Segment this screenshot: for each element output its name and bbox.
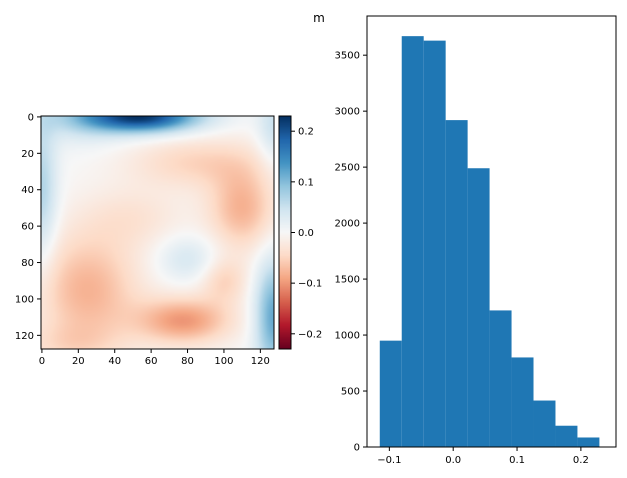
histogram-bar	[577, 437, 600, 447]
heatmap-y-tick-label: 100	[15, 294, 34, 305]
histogram-y-tick-label: 3000	[335, 107, 360, 118]
histogram-bar	[555, 425, 578, 447]
colorbar-tick-label: −0.1	[298, 279, 322, 290]
histogram-y-tick-label: 2000	[335, 219, 360, 230]
heatmap-y-tick-label: 60	[21, 222, 34, 233]
histogram-bars	[379, 36, 600, 448]
colorbar-tick-label: −0.2	[298, 329, 322, 340]
histogram-x-tick-label: 0.1	[509, 455, 525, 466]
histogram-y-tick-label: 500	[341, 387, 360, 398]
heatmap-x-tick-label: 0	[39, 356, 45, 367]
histogram-y-tick-label: 3500	[335, 51, 360, 62]
histogram-bar	[489, 310, 512, 447]
histogram-frame	[366, 15, 617, 448]
histogram-bar	[511, 357, 534, 447]
colorbar-gradient	[279, 116, 291, 349]
heatmap-x-tick-label: 80	[181, 356, 194, 367]
heatmap-y-tick-label: 40	[21, 185, 34, 196]
heatmap-x-tick-label: 40	[108, 356, 121, 367]
colorbar-tick-label: 0.2	[298, 127, 314, 138]
histogram-bar	[445, 120, 468, 447]
histogram-panel: m −0.1 0.0 0.1 0.2 0 500 1000 1500 2000 2500 3000…	[313, 11, 617, 466]
heatmap-y-axis: 0 20 40 60 80 100 120	[15, 112, 41, 342]
heatmap-y-tick-label: 80	[21, 258, 34, 269]
histogram-x-tick-label: −0.1	[377, 455, 401, 466]
histogram-y-tick-label: 2500	[335, 163, 360, 174]
histogram-x-tick-label: 0.2	[573, 455, 589, 466]
heatmap-y-tick-label: 0	[28, 112, 34, 123]
histogram-bar	[379, 340, 402, 447]
colorbar-axis: −0.2 −0.1 0.0 0.1 0.2	[291, 127, 322, 340]
heatmap-x-tick-label: 20	[72, 356, 85, 367]
histogram-y-axis: 0 500 1000 1500 2000 2500 3000 3500	[335, 51, 367, 454]
histogram-x-tick-label: 0.0	[445, 455, 461, 466]
heatmap-frame	[40, 115, 275, 350]
heatmap-panel: 0 20 40 60 80 100 120 0 20 40 60 80 100 120	[15, 112, 275, 367]
histogram-bar	[533, 400, 556, 447]
heatmap-y-tick-label: 120	[15, 331, 34, 342]
heatmap-x-tick-label: 100	[214, 356, 233, 367]
heatmap-x-axis: 0 20 40 60 80 100 120	[39, 349, 270, 367]
heatmap-image	[41, 116, 274, 349]
histogram-y-tick-label: 0	[354, 443, 360, 454]
histogram-y-tick-label: 1500	[335, 275, 360, 286]
histogram-bar	[401, 36, 424, 448]
heatmap-x-tick-label: 120	[251, 356, 270, 367]
colorbar-tick-label: 0.0	[298, 228, 314, 239]
colorbar: −0.2 −0.1 0.0 0.1 0.2	[278, 115, 322, 350]
histogram-x-axis: −0.1 0.0 0.1 0.2	[377, 447, 589, 466]
heatmap-x-tick-label: 60	[145, 356, 158, 367]
histogram-title: m	[313, 11, 325, 25]
histogram-y-tick-label: 1000	[335, 331, 360, 342]
colorbar-tick-label: 0.1	[298, 177, 314, 188]
histogram-bar	[467, 168, 490, 448]
heatmap-y-tick-label: 20	[21, 149, 34, 160]
histogram-bar	[423, 40, 446, 447]
